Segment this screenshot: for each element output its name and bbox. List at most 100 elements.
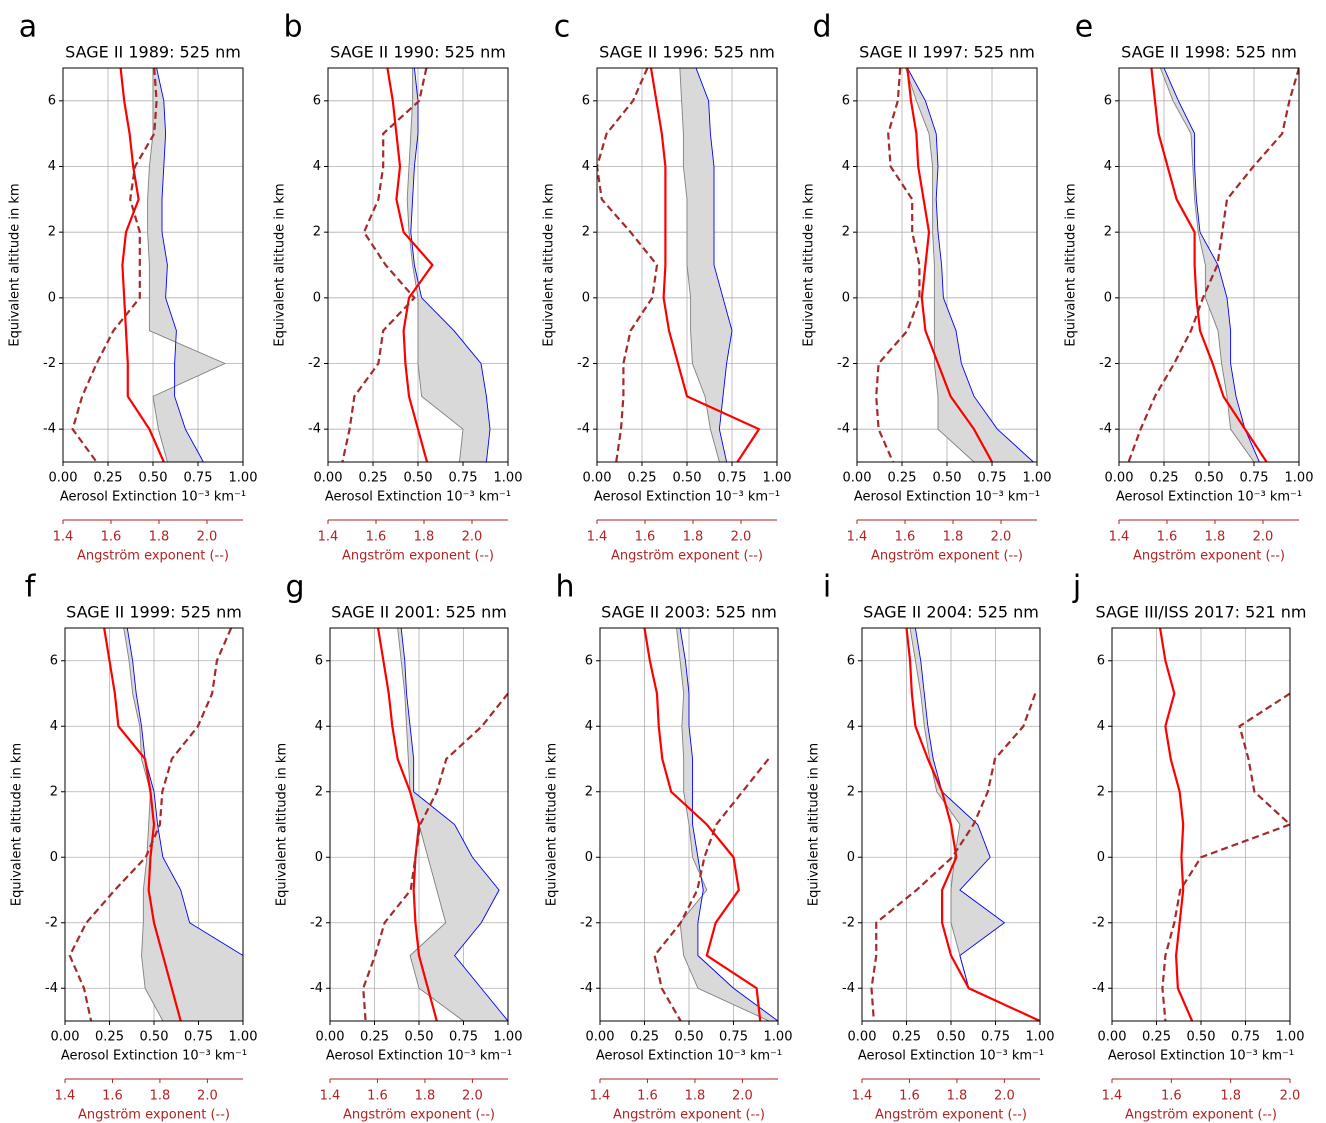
band-high-edge [914,628,1040,1021]
plot-frame [596,67,778,463]
y-tick-label: 4 [842,159,850,174]
x-tick-label: 1.00 [1023,471,1052,486]
y-tick-label: -4 [1092,981,1105,996]
plot-frame [327,67,509,463]
y-tick-label: 2 [1097,784,1105,799]
band [123,628,243,1021]
x-tick-label: 0.50 [404,471,433,486]
y-tick-label: 0 [582,290,590,305]
y-tick-label: 6 [842,93,850,108]
x-tick-label: 0.25 [95,1030,124,1045]
x-axis-label: Aerosol Extinction 10⁻³ km⁻¹ [1108,1049,1294,1064]
panel-title: SAGE III/ISS 2017: 521 nm [1096,603,1307,622]
band [407,68,490,462]
panel-letter: c [554,10,571,45]
panel-title: SAGE II 1998: 525 nm [1121,43,1297,62]
x2-tick-label: 1.8 [683,530,704,545]
x-tick-label: 0.25 [892,1030,921,1045]
x2-tick-label: 1.6 [101,530,122,545]
x2-tick-label: 1.8 [415,1089,436,1104]
x-tick-label: 0.75 [981,1030,1010,1045]
y-axis-label: Equivalent altitude in km [807,743,822,906]
x-tick-label: 0.25 [360,1030,389,1045]
panel-title: SAGE II 2003: 525 nm [601,603,777,622]
angstrom-line [362,692,508,1021]
plot-frame [62,67,244,463]
y-tick-label: 4 [847,719,855,734]
extinction-line [643,628,762,1021]
plot-area [597,68,761,462]
angstrom-line [341,68,428,462]
x2-axis-label: Angström exponent (--) [78,1108,230,1123]
extinction-line [1150,68,1268,462]
y-tick-label: 6 [847,653,855,668]
plot-area [875,68,1034,462]
panel-letter: d [812,10,831,45]
plot-frame [599,627,779,1022]
plot-area [71,68,227,462]
y-axis-label: Equivalent altitude in km [273,183,288,346]
x-tick-label: 0.75 [449,471,478,486]
y-tick-label: 0 [313,290,321,305]
band-low-edge [679,68,720,462]
angstrom-line [1127,68,1299,462]
panel-letter: i [823,570,831,605]
band-high-edge [126,628,243,1021]
x2-axis-label: Angström exponent (--) [613,1108,765,1123]
band [147,68,225,462]
y-tick-label: 4 [313,159,321,174]
x2-tick-label: 1.4 [53,530,74,545]
panel-letter: f [25,570,37,605]
y-tick-label: 6 [315,653,323,668]
x2-tick-label: 1.4 [55,1089,76,1104]
band-low-edge [1159,68,1255,462]
x2-tick-label: 1.8 [947,1089,968,1104]
x-tick-label: 0.25 [628,471,657,486]
x2-axis-label: Angström exponent (--) [77,549,229,564]
y-tick-label: -4 [837,422,850,437]
x-tick-label: 1.00 [1285,471,1314,486]
panel-letter: h [555,570,574,605]
x-axis-label: Aerosol Extinction 10⁻³ km⁻¹ [326,1049,512,1064]
band-low-edge [123,628,164,1021]
y-tick-label: 4 [585,719,593,734]
y-tick-label: -4 [577,422,590,437]
band-high-edge [695,68,733,462]
panel-letter: b [283,10,302,45]
x-tick-label: 1.00 [494,471,523,486]
panel-title: SAGE II 1996: 525 nm [599,43,775,62]
x-tick-label: 0.00 [848,1030,877,1045]
y-tick-label: 6 [582,93,590,108]
x2-tick-label: 1.8 [149,530,170,545]
x2-tick-label: 1.4 [1102,1089,1123,1104]
y-axis-label: Equivalent altitude in km [802,183,817,346]
panel-title: SAGE II 1989: 525 nm [65,43,241,62]
y-tick-label: 2 [50,784,58,799]
x-tick-label: 0.25 [630,1030,659,1045]
y-axis-label: Equivalent altitude in km [10,743,25,906]
x-tick-label: 0.75 [449,1030,478,1045]
x2-tick-label: 1.4 [320,1089,341,1104]
y-axis-label: Equivalent altitude in km [8,183,23,346]
x-axis-label: Aerosol Extinction 10⁻³ km⁻¹ [1116,490,1302,505]
plot-area [870,628,1040,1021]
x2-tick-label: 1.6 [635,530,656,545]
x-tick-label: 0.00 [843,471,872,486]
band-high-edge [1163,68,1260,462]
panel-title: SAGE II 1999: 525 nm [66,603,242,622]
band-high-edge [400,628,508,1021]
y-axis-label: Equivalent altitude in km [545,743,560,906]
y-tick-label: 0 [585,850,593,865]
panel-title: SAGE II 1997: 525 nm [859,43,1035,62]
y-tick-label: 4 [582,159,590,174]
x-tick-label: 0.25 [888,471,917,486]
y-tick-label: 0 [1104,290,1112,305]
extinction-line [1158,628,1194,1021]
y-tick-label: -4 [580,981,593,996]
angstrom-line [71,68,158,462]
x-tick-label: 0.00 [1105,471,1134,486]
y-axis-label: Equivalent altitude in km [1064,183,1079,346]
x-tick-label: 0.00 [316,1030,345,1045]
x-tick-label: 0.00 [586,1030,615,1045]
